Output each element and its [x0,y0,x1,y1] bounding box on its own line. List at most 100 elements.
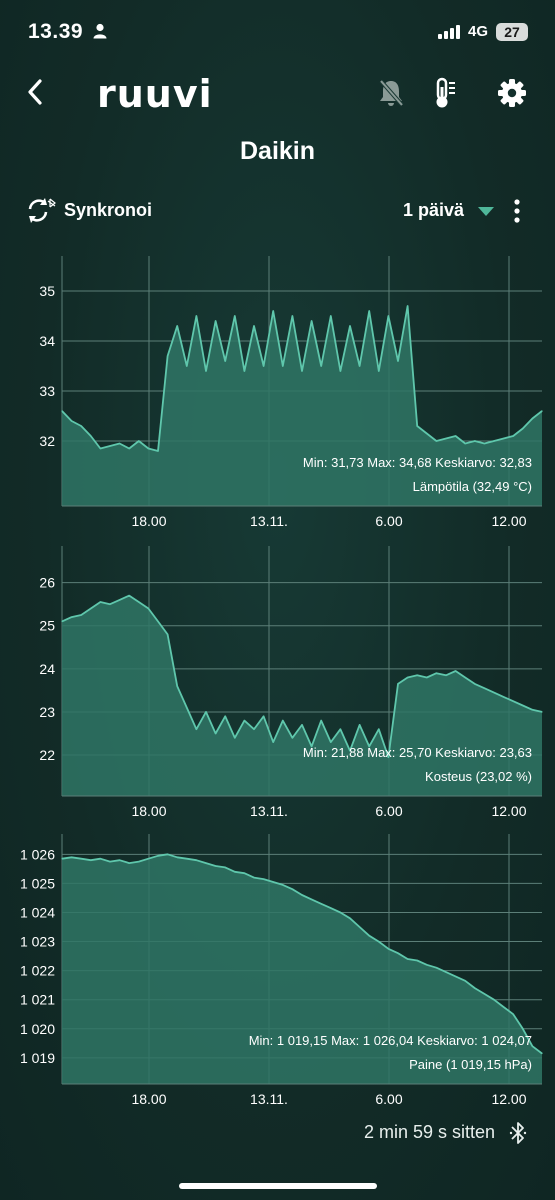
data-point [503,1006,505,1008]
data-point [272,741,274,743]
x-tick-label: 12.00 [491,513,526,529]
data-point [474,683,476,685]
data-point [205,862,207,864]
data-point [99,858,101,860]
period-selector[interactable]: 1 päivä [403,200,465,220]
data-point [80,858,82,860]
chevron-down-icon[interactable] [478,207,494,216]
data-point [445,971,447,973]
gear-icon[interactable] [497,78,527,113]
data-point [147,858,149,860]
data-point [71,420,73,422]
data-point [483,993,485,995]
data-point [426,432,428,435]
stats-text: Min: 1 019,15 Max: 1 026,04 Keskiarvo: 1… [249,1033,532,1048]
data-point [397,952,399,954]
data-point [407,676,409,679]
data-point [147,607,149,610]
battery-indicator: 27 [496,23,528,41]
signal-icon [438,25,460,44]
data-point [99,601,101,603]
data-point [90,859,92,861]
data-point [215,865,217,867]
data-point [407,958,409,960]
x-tick-label: 13.11. [250,1091,288,1107]
data-point [483,687,485,689]
data-point [311,745,313,748]
data-point [416,959,418,962]
data-point [320,719,322,722]
data-point [503,437,505,440]
data-point [349,325,351,327]
data-point [320,365,322,367]
ruuvi-logo: ruuvi [97,72,213,116]
data-point [119,599,121,601]
data-point [368,935,370,937]
legend-text: Lämpötila (32,49 °C) [413,479,532,494]
data-point [426,964,428,966]
x-tick-label: 6.00 [375,513,402,529]
x-tick-label: 6.00 [375,803,402,819]
data-point [301,724,303,726]
data-point [263,365,265,367]
data-point [138,440,140,442]
data-point [531,709,534,711]
thermometer-icon[interactable] [433,77,459,114]
data-point [291,315,293,317]
y-tick-label: 34 [39,333,55,349]
data-point [435,672,437,674]
data-point [71,616,73,618]
x-tick-label: 6.00 [375,1091,402,1107]
data-point [195,728,197,730]
data-point [311,898,313,901]
y-tick-label: 1 023 [20,934,55,950]
data-point [128,594,130,597]
legend-text: Paine (1 019,15 hPa) [409,1057,532,1072]
data-point [176,856,178,858]
x-tick-label: 18.00 [131,803,166,819]
stats-text: Min: 21,88 Max: 25,70 Keskiarvo: 23,63 [303,745,532,760]
data-point [349,750,351,752]
data-point [522,427,524,430]
data-point [455,975,457,978]
data-point [224,715,226,717]
x-tick-label: 18.00 [131,513,166,529]
data-point [186,365,188,367]
humidity-chart: 22 23 24 25 26 18.00 13.11. 6.00 12.00 Min: 21,88… [39,546,543,819]
data-point [90,435,92,437]
data-point [493,999,495,1001]
back-arrow-icon[interactable] [26,78,44,111]
data-point [128,862,130,864]
data-point [128,447,130,450]
data-point [541,1052,543,1055]
data-point [435,440,437,442]
status-time: 13.39 [28,20,84,43]
y-tick-label: 35 [39,283,55,299]
sync-button[interactable]: Synkronoi [64,200,153,220]
data-point [167,355,169,357]
data-point [311,320,313,322]
data-point [330,741,332,743]
data-point [80,425,82,427]
data-point [253,325,255,327]
data-point [291,888,293,890]
data-point [234,871,236,873]
y-tick-label: 33 [39,383,55,399]
data-point [282,719,284,722]
data-point [416,674,418,676]
data-point [339,370,341,372]
y-tick-label: 1 020 [20,1021,55,1037]
data-point [339,728,341,730]
more-vertical-icon[interactable] [512,198,522,229]
data-point [243,370,245,372]
data-point [397,360,399,362]
data-point [445,674,447,676]
data-point [455,435,457,437]
data-point [301,894,303,896]
data-point [512,700,514,702]
sync-icon[interactable] [25,197,59,230]
data-point [531,417,534,420]
bell-muted-icon[interactable] [377,78,405,113]
data-point [71,856,73,858]
data-point [215,320,217,322]
